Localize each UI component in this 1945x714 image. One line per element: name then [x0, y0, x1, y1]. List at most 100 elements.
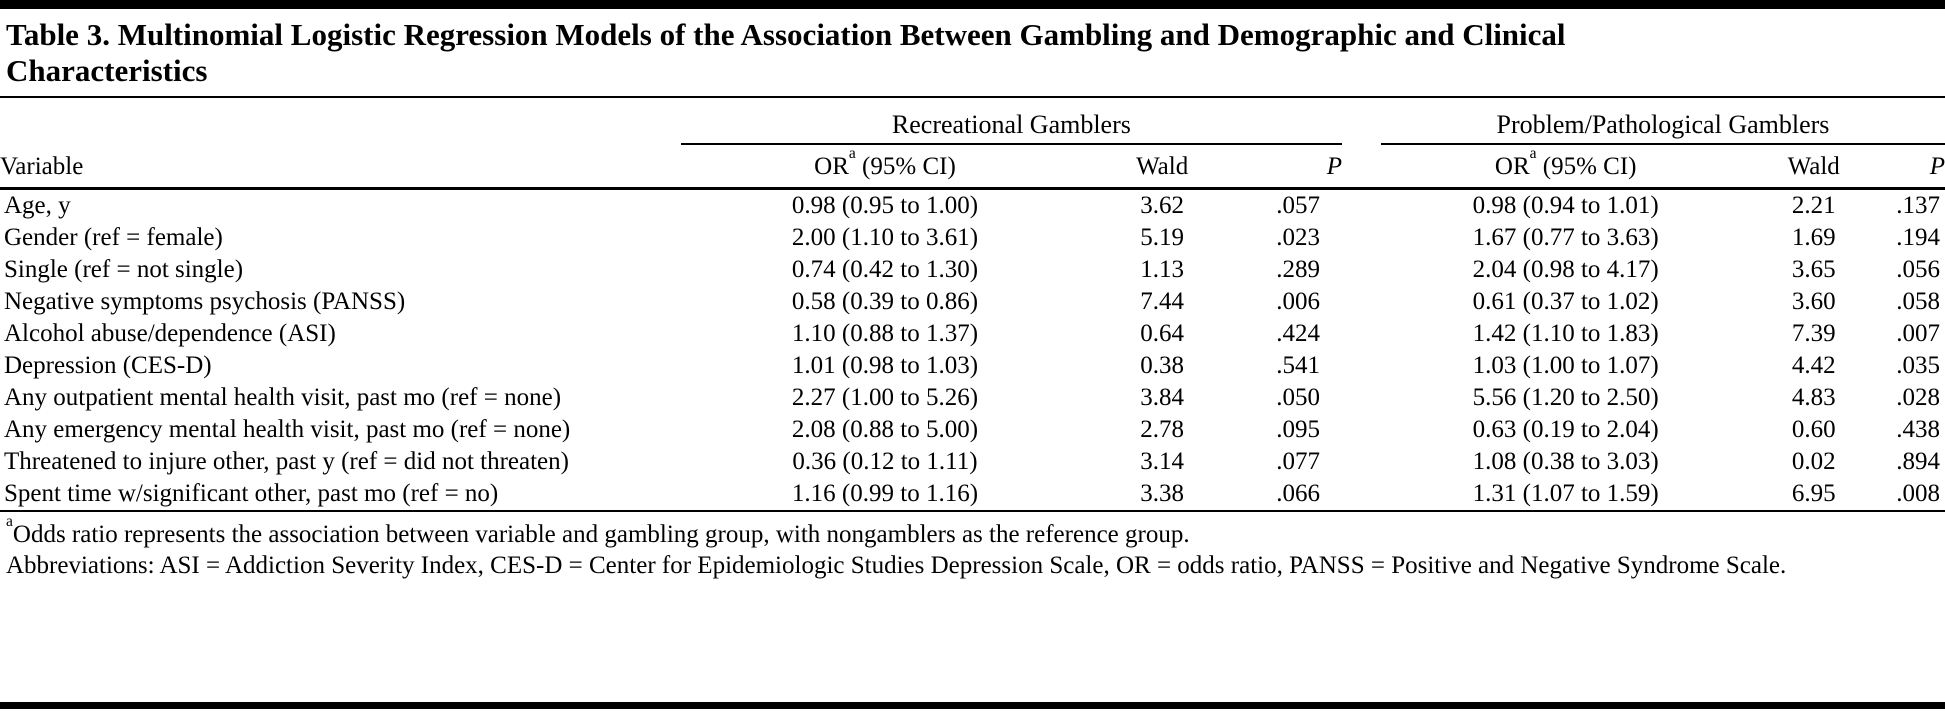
p-cell: .028 [1896, 384, 1940, 411]
p-cell: .541 [1276, 352, 1321, 379]
or-cell: 1.16 (0.99 to 1.16) [680, 478, 1090, 512]
wald-cell: 1.69 [1791, 224, 1836, 251]
or-cell: 0.98 (0.94 to 1.01) [1472, 192, 1659, 219]
p-cell: .137 [1896, 192, 1940, 219]
gap-cell [1342, 254, 1381, 286]
or-cell: 1.31 (1.07 to 1.59) [1380, 478, 1751, 512]
footnotes: aOdds ratio represents the association b… [0, 512, 1945, 581]
gap-cell [1342, 414, 1381, 446]
or-ci-label: (95% CI) [855, 153, 956, 180]
p-cell: .008 [1876, 478, 1945, 512]
p-cell: .056 [1896, 256, 1940, 283]
top-rule [0, 0, 1945, 9]
gap-cell [1342, 286, 1381, 318]
colhead-variable: Variable [0, 144, 681, 190]
table-row: Gender (ref = female) 2.00 (1.10 to 3.61)… [0, 222, 1945, 254]
or-ci-label: (95% CI) [1536, 153, 1637, 180]
table-title: Table 3. Multinomial Logistic Regression… [6, 17, 1566, 88]
variable-cell: Negative symptoms psychosis (PANSS) [4, 288, 406, 315]
wald-cell: 0.02 [1791, 448, 1836, 475]
or-cell: 1.08 (0.38 to 3.03) [1472, 448, 1659, 475]
variable-cell: Single (ref = not single) [4, 256, 244, 283]
wald-cell: 1.13 [1140, 256, 1185, 283]
p-cell: .050 [1276, 384, 1321, 411]
or-cell: 0.74 (0.42 to 1.30) [791, 256, 979, 283]
p-cell: .077 [1276, 448, 1321, 475]
footnote-text: Abbreviations: ASI = Addiction Severity … [6, 552, 1787, 579]
p-cell: .066 [1235, 478, 1343, 512]
variable-cell: Age, y [4, 192, 71, 219]
wald-cell: 0.64 [1140, 320, 1185, 347]
column-header-row: Variable ORa (95% CI) Wald P ORa (95% CI… [0, 144, 1945, 190]
p-cell: .894 [1896, 448, 1940, 475]
p-cell: .035 [1896, 352, 1940, 379]
table-row: Alcohol abuse/dependence (ASI) 1.10 (0.88… [0, 318, 1945, 350]
or-cell: 0.61 (0.37 to 1.02) [1472, 288, 1659, 315]
bottom-rule [0, 702, 1945, 709]
p-cell: .289 [1276, 256, 1321, 283]
wald-cell: 3.84 [1140, 384, 1185, 411]
gap-cell [1342, 98, 1381, 144]
or-cell: 1.67 (0.77 to 3.63) [1472, 224, 1659, 251]
gap-cell [1342, 189, 1381, 223]
footnote-marker: a [6, 512, 13, 530]
or-label: OR [814, 153, 849, 180]
or-cell: 1.42 (1.10 to 1.83) [1472, 320, 1659, 347]
gap-cell [1342, 222, 1381, 254]
or-cell: 1.10 (0.88 to 1.37) [791, 320, 979, 347]
table-row: Age, y 0.98 (0.95 to 1.00) 3.62 .057 0.98 (0… [0, 189, 1945, 223]
or-label: OR [1494, 153, 1530, 180]
gap-cell [1342, 144, 1381, 190]
p-cell: .095 [1276, 416, 1321, 443]
or-cell: 0.98 (0.95 to 1.00) [791, 192, 979, 219]
wald-cell: 2.21 [1791, 192, 1836, 219]
wald-cell: 3.65 [1791, 256, 1836, 283]
wald-cell: 3.14 [1140, 448, 1185, 475]
wald-cell: 4.42 [1791, 352, 1836, 379]
wald-cell: 0.38 [1140, 352, 1185, 379]
p-cell: .057 [1276, 192, 1321, 219]
p-cell: .006 [1276, 288, 1321, 315]
p-cell: .424 [1276, 320, 1321, 347]
wald-cell: 2.78 [1140, 416, 1185, 443]
or-cell: 1.03 (1.00 to 1.07) [1472, 352, 1659, 379]
colhead-or-problem: ORa (95% CI) [1380, 144, 1751, 190]
or-footnote-marker: a [848, 144, 856, 162]
or-cell: 5.56 (1.20 to 2.50) [1472, 384, 1659, 411]
or-cell: 0.36 (0.12 to 1.11) [792, 448, 978, 475]
p-cell: .007 [1896, 320, 1940, 347]
colhead-p-recreational: P [1235, 144, 1343, 190]
wald-cell: 3.38 [1089, 478, 1236, 512]
wald-cell: 3.60 [1791, 288, 1836, 315]
results-table: Recreational Gamblers Problem/Pathologic… [0, 98, 1945, 512]
gap-cell [1342, 446, 1381, 478]
or-cell: 2.00 (1.10 to 3.61) [791, 224, 979, 251]
footnote-abbreviations: Abbreviations: ASI = Addiction Severity … [6, 550, 1935, 581]
variable-cell: Depression (CES-D) [4, 352, 212, 379]
title-rule [0, 96, 1945, 98]
gap-cell [1342, 350, 1381, 382]
table-row: Depression (CES-D) 1.01 (0.98 to 1.03) 0.3… [0, 350, 1945, 382]
wald-cell: 7.39 [1791, 320, 1836, 347]
gap-cell [1342, 478, 1381, 512]
spanner-problem: Problem/Pathological Gamblers [1380, 98, 1945, 145]
or-cell: 2.27 (1.00 to 5.26) [791, 384, 979, 411]
colhead-or-recreational: ORa (95% CI) [680, 144, 1090, 190]
footnote-text: Odds ratio represents the association be… [12, 521, 1190, 548]
spanner-spacer [0, 98, 681, 144]
variable-cell: Spent time w/significant other, past mo … [0, 478, 681, 512]
gap-cell [1342, 382, 1381, 414]
variable-cell: Alcohol abuse/dependence (ASI) [4, 320, 336, 347]
spanner-row: Recreational Gamblers Problem/Pathologic… [0, 98, 1945, 145]
spanner-recreational: Recreational Gamblers [680, 98, 1343, 145]
wald-cell: 6.95 [1750, 478, 1877, 512]
colhead-wald-problem: Wald [1750, 144, 1877, 190]
table-row: Any outpatient mental health visit, past… [0, 382, 1945, 414]
or-cell: 0.58 (0.39 to 0.86) [791, 288, 979, 315]
wald-cell: 3.62 [1140, 192, 1185, 219]
variable-cell: Threatened to injure other, past y (ref … [4, 448, 569, 475]
p-cell: .438 [1896, 416, 1940, 443]
table-row: Single (ref = not single) 0.74 (0.42 to 1… [0, 254, 1945, 286]
or-cell: 2.08 (0.88 to 5.00) [791, 416, 979, 443]
